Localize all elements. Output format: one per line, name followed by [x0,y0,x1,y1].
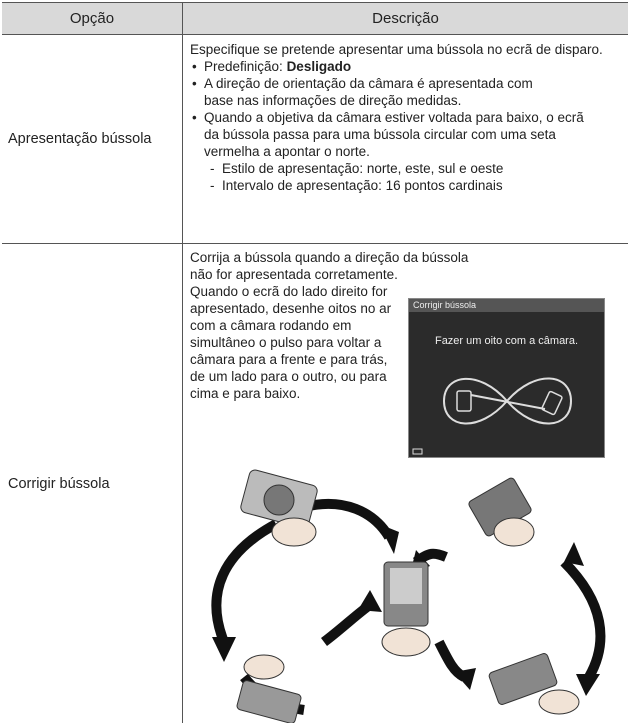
bullet-text: A direção de orientação da câmara é apre… [204,76,533,108]
header-text: Opção [69,10,115,27]
illustration [211,469,606,723]
instruction-text: Quando o ecrã do lado direito for aprese… [190,284,392,401]
option-label: Apresentação bússola [8,131,152,147]
arrow [470,394,546,410]
bold-text: Desligado [286,59,352,74]
intro-text: Especifique se pretende apresentar uma b… [190,42,603,57]
row-divider [2,243,628,244]
header-cell: Opção [2,2,182,35]
bullet: A direção de orientação da câmara é apre… [192,75,544,109]
bullet-list: Predefinição: Desligado A direção de ori… [190,58,626,194]
camera-icon [541,390,563,416]
camera-icon [456,390,472,412]
intro-text: Corrija a bússola quando a direção da bú… [190,250,469,282]
battery-icon [412,448,423,455]
bullet-text: Predefinição: [204,59,287,74]
hands [243,517,580,715]
bullet: Predefinição: Desligado [192,58,626,75]
sub-item: Intervalo de apresentação: 16 pontos car… [210,177,594,194]
sub-item: Estilo de apresentação: norte, este, sul… [210,160,594,177]
option-label: Corrigir bússola [8,476,110,492]
screen-graphic [412,377,573,455]
bullet-text: Quando a objetiva da câmara estiver volt… [204,110,584,159]
header-text: Descrição [372,10,439,27]
bullet: Quando a objetiva da câmara estiver volt… [192,109,594,194]
description: Especifique se pretende apresentar uma b… [190,41,626,194]
header-cell: Descrição [182,2,628,35]
screen-title: Corrigir bússola [409,299,604,312]
sub-list: Estilo de apresentação: norte, este, sul… [204,160,594,194]
column-divider [182,35,183,723]
cameras [236,469,558,723]
screen-message: Fazer um oito com a câmara. [434,335,579,347]
camera-screen: Corrigir bússola Fazer um oito com a câm… [408,298,605,458]
